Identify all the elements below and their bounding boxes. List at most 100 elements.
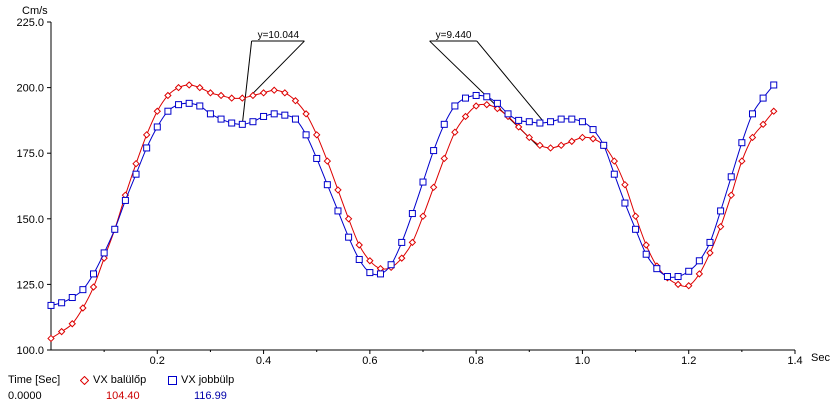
data-point <box>345 233 353 241</box>
data-point <box>196 102 204 110</box>
x-unit-label: Sec <box>811 352 830 364</box>
data-point <box>238 120 246 128</box>
data-point <box>483 93 491 101</box>
data-point <box>132 159 140 168</box>
data-point <box>217 91 225 100</box>
data-point <box>632 225 640 233</box>
y-tick-label: 200.0 <box>16 83 44 95</box>
data-point <box>121 196 129 204</box>
data-point <box>759 120 767 129</box>
y-unit-label: Cm/s <box>22 5 48 17</box>
data-point <box>685 282 693 290</box>
data-point <box>143 144 151 152</box>
data-point <box>568 115 576 123</box>
data-point <box>546 144 555 152</box>
data-point <box>376 270 384 278</box>
data-point <box>600 141 608 149</box>
data-point <box>419 178 427 186</box>
data-point <box>493 104 502 113</box>
data-point <box>302 131 310 139</box>
data-point <box>313 131 321 139</box>
data-point <box>706 238 714 246</box>
series-2 <box>47 81 778 309</box>
y-tick-label: 175.0 <box>16 148 44 160</box>
data-point <box>164 107 172 115</box>
data-point <box>270 86 278 94</box>
data-point <box>142 131 151 139</box>
data-point <box>153 107 161 115</box>
data-point <box>228 119 236 127</box>
data-point <box>748 133 757 142</box>
data-point <box>132 170 140 178</box>
data-point <box>578 133 587 142</box>
data-point <box>281 89 289 97</box>
legend: Time [Sec] 0.0000 VX balülőp 104.40 VX j… <box>0 370 835 403</box>
data-point <box>206 110 214 118</box>
data-point <box>227 94 236 102</box>
data-point <box>727 191 735 199</box>
y-tick-label: 225.0 <box>16 17 44 29</box>
x-tick-label: 1.4 <box>787 355 802 367</box>
data-point <box>547 118 555 126</box>
data-point <box>238 94 247 102</box>
x-tick-label: 0.4 <box>256 355 271 367</box>
annotation-label: y=9.440 <box>436 30 472 41</box>
annotation: y=9.440 <box>429 30 543 149</box>
data-point <box>90 270 98 278</box>
data-point <box>323 181 331 189</box>
data-point <box>100 249 108 257</box>
data-point <box>259 89 268 97</box>
data-point <box>716 222 725 231</box>
data-point <box>291 115 299 123</box>
data-point <box>111 225 119 233</box>
data-point <box>313 154 321 162</box>
data-point <box>727 173 735 181</box>
data-point <box>408 210 416 218</box>
data-point <box>164 91 172 100</box>
data-point <box>738 139 746 147</box>
data-point <box>429 183 438 192</box>
data-point <box>631 212 640 220</box>
axes: 100.0 125.0 150.0 175.0 200.0 225.0 0.2 0.4 0.6 0… <box>16 5 830 367</box>
data-point <box>440 120 448 128</box>
data-point <box>270 110 278 118</box>
legend-series2: VX jobbülp 116.99 <box>168 372 234 404</box>
data-point <box>185 99 193 107</box>
data-point <box>589 126 597 134</box>
series-1 <box>47 81 778 343</box>
y-tick-label: 150.0 <box>16 214 44 226</box>
x-tick-label: 1.0 <box>575 355 590 367</box>
data-point <box>610 157 619 165</box>
data-point <box>483 100 491 109</box>
data-point <box>685 267 693 275</box>
series2-label: VX jobbülp <box>181 374 235 386</box>
data-point <box>68 294 76 302</box>
data-point <box>430 147 438 155</box>
data-point <box>89 283 98 291</box>
annotation: y=10.044 <box>241 30 305 125</box>
annotation-leader <box>249 40 305 97</box>
data-point <box>79 304 87 312</box>
data-point <box>515 116 523 124</box>
data-point <box>440 154 448 163</box>
data-point <box>578 118 586 126</box>
data-point <box>387 261 395 269</box>
data-point <box>674 280 682 289</box>
data-point <box>706 249 714 257</box>
y-tick-label: 100.0 <box>16 345 44 357</box>
data-point <box>355 241 363 249</box>
data-point <box>525 133 533 142</box>
data-point <box>568 137 576 146</box>
x-tick-label: 0.8 <box>468 355 483 367</box>
data-point <box>249 118 257 126</box>
data-point <box>472 102 480 110</box>
data-point <box>759 94 767 102</box>
data-point <box>47 334 55 343</box>
data-point <box>770 107 778 115</box>
data-point <box>663 273 671 281</box>
data-point <box>621 180 629 189</box>
data-point <box>653 265 661 273</box>
data-point <box>68 320 76 328</box>
data-point <box>334 207 342 215</box>
